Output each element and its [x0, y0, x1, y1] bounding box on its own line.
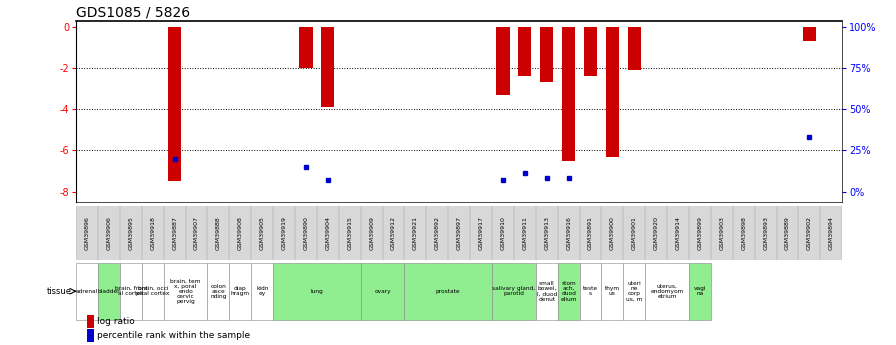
Bar: [580, 263, 601, 319]
Text: GSM39910: GSM39910: [501, 216, 505, 250]
Text: uterus,
endomyom
etrium: uterus, endomyom etrium: [650, 284, 684, 299]
Text: GSM39894: GSM39894: [829, 216, 834, 250]
Text: tissue: tissue: [47, 287, 72, 296]
Text: brain, occi
pital cortex: brain, occi pital cortex: [136, 286, 169, 296]
Text: GSM39887: GSM39887: [172, 216, 177, 250]
Bar: [142, 263, 164, 319]
Text: GSM39901: GSM39901: [632, 216, 637, 250]
Text: GSM39919: GSM39919: [281, 216, 287, 250]
Text: GSM39903: GSM39903: [719, 216, 724, 250]
Bar: [645, 263, 689, 319]
Text: GSM39920: GSM39920: [654, 216, 659, 250]
Text: GSM39890: GSM39890: [304, 216, 308, 250]
Text: GSM39907: GSM39907: [194, 216, 199, 250]
Text: GDS1085 / 5826: GDS1085 / 5826: [76, 6, 190, 20]
Text: brain, front
al cortex: brain, front al cortex: [115, 286, 147, 296]
Bar: [601, 263, 624, 319]
Text: GSM39918: GSM39918: [151, 216, 155, 250]
Bar: [492, 263, 536, 319]
Bar: [251, 263, 273, 319]
Bar: [689, 263, 711, 319]
Text: GSM39896: GSM39896: [84, 216, 90, 250]
Text: GSM39891: GSM39891: [588, 216, 593, 250]
Bar: [404, 263, 492, 319]
Text: small
bowel,
l, duod
denut: small bowel, l, duod denut: [537, 281, 557, 302]
Bar: [322, 27, 334, 107]
Bar: [584, 27, 597, 76]
Text: log ratio: log ratio: [97, 317, 134, 326]
Bar: [168, 27, 181, 181]
Text: percentile rank within the sample: percentile rank within the sample: [97, 331, 250, 340]
Text: stom
ach,
duod
elium: stom ach, duod elium: [560, 281, 577, 302]
Bar: [76, 263, 98, 319]
Text: GSM39908: GSM39908: [237, 216, 243, 250]
Text: kidn
ey: kidn ey: [256, 286, 269, 296]
Bar: [361, 263, 404, 319]
Bar: [540, 27, 554, 82]
Text: thym
us: thym us: [605, 286, 620, 296]
Text: GSM39892: GSM39892: [435, 216, 440, 250]
Bar: [229, 263, 251, 319]
Text: GSM39888: GSM39888: [216, 216, 221, 250]
Text: GSM39913: GSM39913: [544, 216, 549, 250]
Text: GSM39921: GSM39921: [413, 216, 418, 250]
Text: GSM39912: GSM39912: [391, 216, 396, 250]
Bar: [273, 263, 361, 319]
Bar: [299, 27, 313, 68]
Bar: [518, 27, 531, 76]
Text: GSM39905: GSM39905: [260, 216, 264, 250]
Text: uteri
ne
corp
us, m: uteri ne corp us, m: [626, 281, 642, 302]
Text: GSM39889: GSM39889: [785, 216, 790, 250]
Text: vagi
na: vagi na: [694, 286, 706, 296]
Text: GSM39895: GSM39895: [128, 216, 134, 250]
Text: prostate: prostate: [436, 289, 461, 294]
Text: GSM39904: GSM39904: [325, 216, 331, 250]
Bar: [557, 263, 580, 319]
Bar: [803, 27, 816, 41]
Bar: [208, 263, 229, 319]
Bar: [98, 263, 120, 319]
Bar: [496, 27, 510, 95]
Bar: [164, 263, 208, 319]
Text: GSM39893: GSM39893: [763, 216, 768, 250]
Text: adrenal: adrenal: [76, 289, 99, 294]
Text: teste
s: teste s: [583, 286, 599, 296]
Text: GSM39899: GSM39899: [697, 216, 702, 250]
Text: GSM39917: GSM39917: [478, 216, 484, 250]
Bar: [606, 27, 619, 157]
Text: ovary: ovary: [375, 289, 391, 294]
Bar: [120, 263, 142, 319]
Text: brain, tem
x, poral
endo
cervic
pervig: brain, tem x, poral endo cervic pervig: [170, 278, 201, 304]
Text: lung: lung: [311, 289, 323, 294]
Text: GSM39915: GSM39915: [348, 216, 352, 250]
Text: GSM39906: GSM39906: [107, 216, 111, 250]
Bar: [562, 27, 575, 161]
Text: GSM39914: GSM39914: [676, 216, 681, 250]
Text: diap
hragm: diap hragm: [231, 286, 250, 296]
Bar: [87, 329, 94, 342]
Text: salivary gland,
parotid: salivary gland, parotid: [493, 286, 536, 296]
Text: GSM39900: GSM39900: [610, 216, 615, 250]
Bar: [87, 315, 94, 328]
Text: GSM39916: GSM39916: [566, 216, 571, 250]
Text: GSM39911: GSM39911: [522, 216, 528, 250]
Text: GSM39902: GSM39902: [807, 216, 812, 250]
Bar: [628, 27, 641, 70]
Text: colon
asce
nding: colon asce nding: [211, 284, 227, 299]
Bar: [624, 263, 645, 319]
Text: bladder: bladder: [98, 289, 120, 294]
Text: GSM39909: GSM39909: [369, 216, 375, 250]
Bar: [76, 206, 842, 260]
Text: GSM39898: GSM39898: [741, 216, 746, 250]
Text: GSM39897: GSM39897: [457, 216, 461, 250]
Bar: [536, 263, 557, 319]
